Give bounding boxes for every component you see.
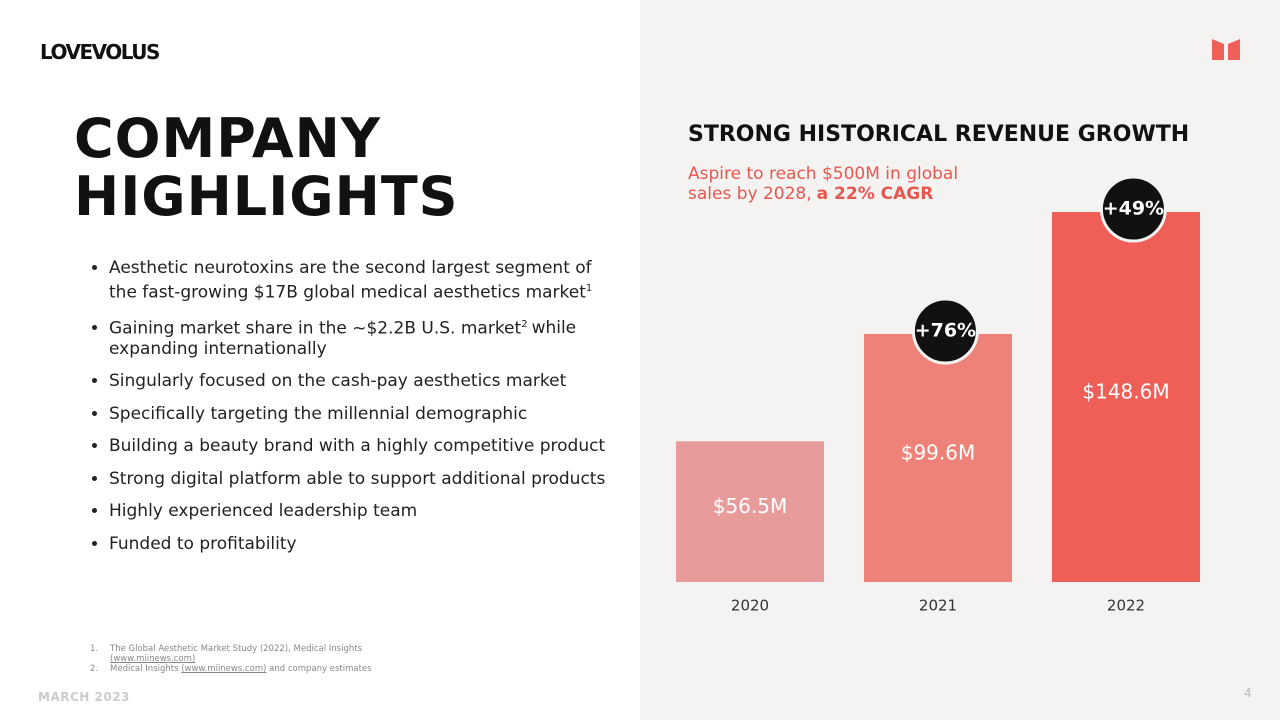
value-label: $56.5M <box>713 494 788 518</box>
footnote-number: 2. <box>90 664 99 674</box>
bullet: Highly experienced leadership team <box>109 501 609 522</box>
footnote-link: (www.miinews.com) <box>110 654 196 664</box>
x-tick-label: 2021 <box>919 597 957 615</box>
bullet-text: Singularly focused on the cash-pay aesth… <box>109 371 567 392</box>
logo: LOVEVOLUS <box>40 40 160 64</box>
page-number: 4 <box>1244 686 1252 700</box>
bullet-text: Building a beauty brand with a highly co… <box>109 436 606 457</box>
bullet: Aesthetic neurotoxins are the second lar… <box>109 258 609 303</box>
bullet: Building a beauty brand with a highly co… <box>109 436 609 457</box>
title-line: HIGHLIGHTS <box>74 165 459 228</box>
growth-label: +49% <box>1103 198 1164 220</box>
bar <box>1052 212 1200 582</box>
bullet-text: Strong digital platform able to support … <box>109 468 606 489</box>
chart-subtitle-emphasis: a 22% CAGR <box>817 184 934 204</box>
growth-badge <box>911 297 979 365</box>
value-label: $99.6M <box>901 441 976 465</box>
title-line: COMPANY <box>74 107 381 170</box>
bullet-text: while expanding internationally <box>109 318 577 359</box>
subtitle-line: Aspire to reach $500M in global <box>688 164 958 184</box>
footnote: 2. Medical Insights (www.miinews.com) and… <box>90 664 410 674</box>
bullet-list: Aesthetic neurotoxins are the second lar… <box>88 258 609 566</box>
footnote-ref: 1 <box>585 282 593 294</box>
bar <box>864 334 1012 582</box>
x-tick-label: 2022 <box>1107 597 1145 615</box>
slide-title: COMPANY HIGHLIGHTS <box>74 110 459 226</box>
bullet-text: Specifically targeting the millennial de… <box>109 403 528 424</box>
subtitle-line: sales by 2028, <box>688 184 812 204</box>
bullet: Gaining market share in the ~$2.2B U.S. … <box>109 315 609 360</box>
footnote: 1. The Global Aesthetic Market Study (202… <box>90 644 410 664</box>
footnote-link: (www.miinews.com) <box>181 664 267 674</box>
bullet-text: Highly experienced leadership team <box>109 501 418 522</box>
bullet-text: Funded to profitability <box>109 533 297 554</box>
x-tick-label: 2020 <box>731 597 769 615</box>
footer: MARCH 2023 <box>38 690 130 704</box>
growth-badge <box>1099 175 1167 243</box>
footnote-text: Medical Insights <box>110 664 179 674</box>
footnote-text: The Global Aesthetic Market Study (2022)… <box>110 644 362 654</box>
bar <box>676 441 824 582</box>
bullet: Strong digital platform able to support … <box>109 469 609 490</box>
brand-icon <box>1212 39 1240 60</box>
bullet-text: Aesthetic neurotoxins are the second lar… <box>109 258 592 303</box>
footnote-ref: 2 <box>521 318 528 330</box>
chart-title: STRONG HISTORICAL REVENUE GROWTH <box>688 122 1189 147</box>
footnote-text: and company estimates <box>269 664 372 674</box>
chart-subtitle: Aspire to reach $500M in global sales by … <box>688 164 958 204</box>
footnotes: 1. The Global Aesthetic Market Study (202… <box>90 644 410 674</box>
bullet-text: Gaining market share in the ~$2.2B U.S. … <box>109 318 522 339</box>
bullet: Singularly focused on the cash-pay aesth… <box>109 371 609 392</box>
growth-label: +76% <box>915 320 976 342</box>
bullet: Funded to profitability <box>109 534 609 555</box>
value-label: $148.6M <box>1082 380 1169 404</box>
footnote-number: 1. <box>90 644 99 654</box>
bullet: Specifically targeting the millennial de… <box>109 404 609 425</box>
